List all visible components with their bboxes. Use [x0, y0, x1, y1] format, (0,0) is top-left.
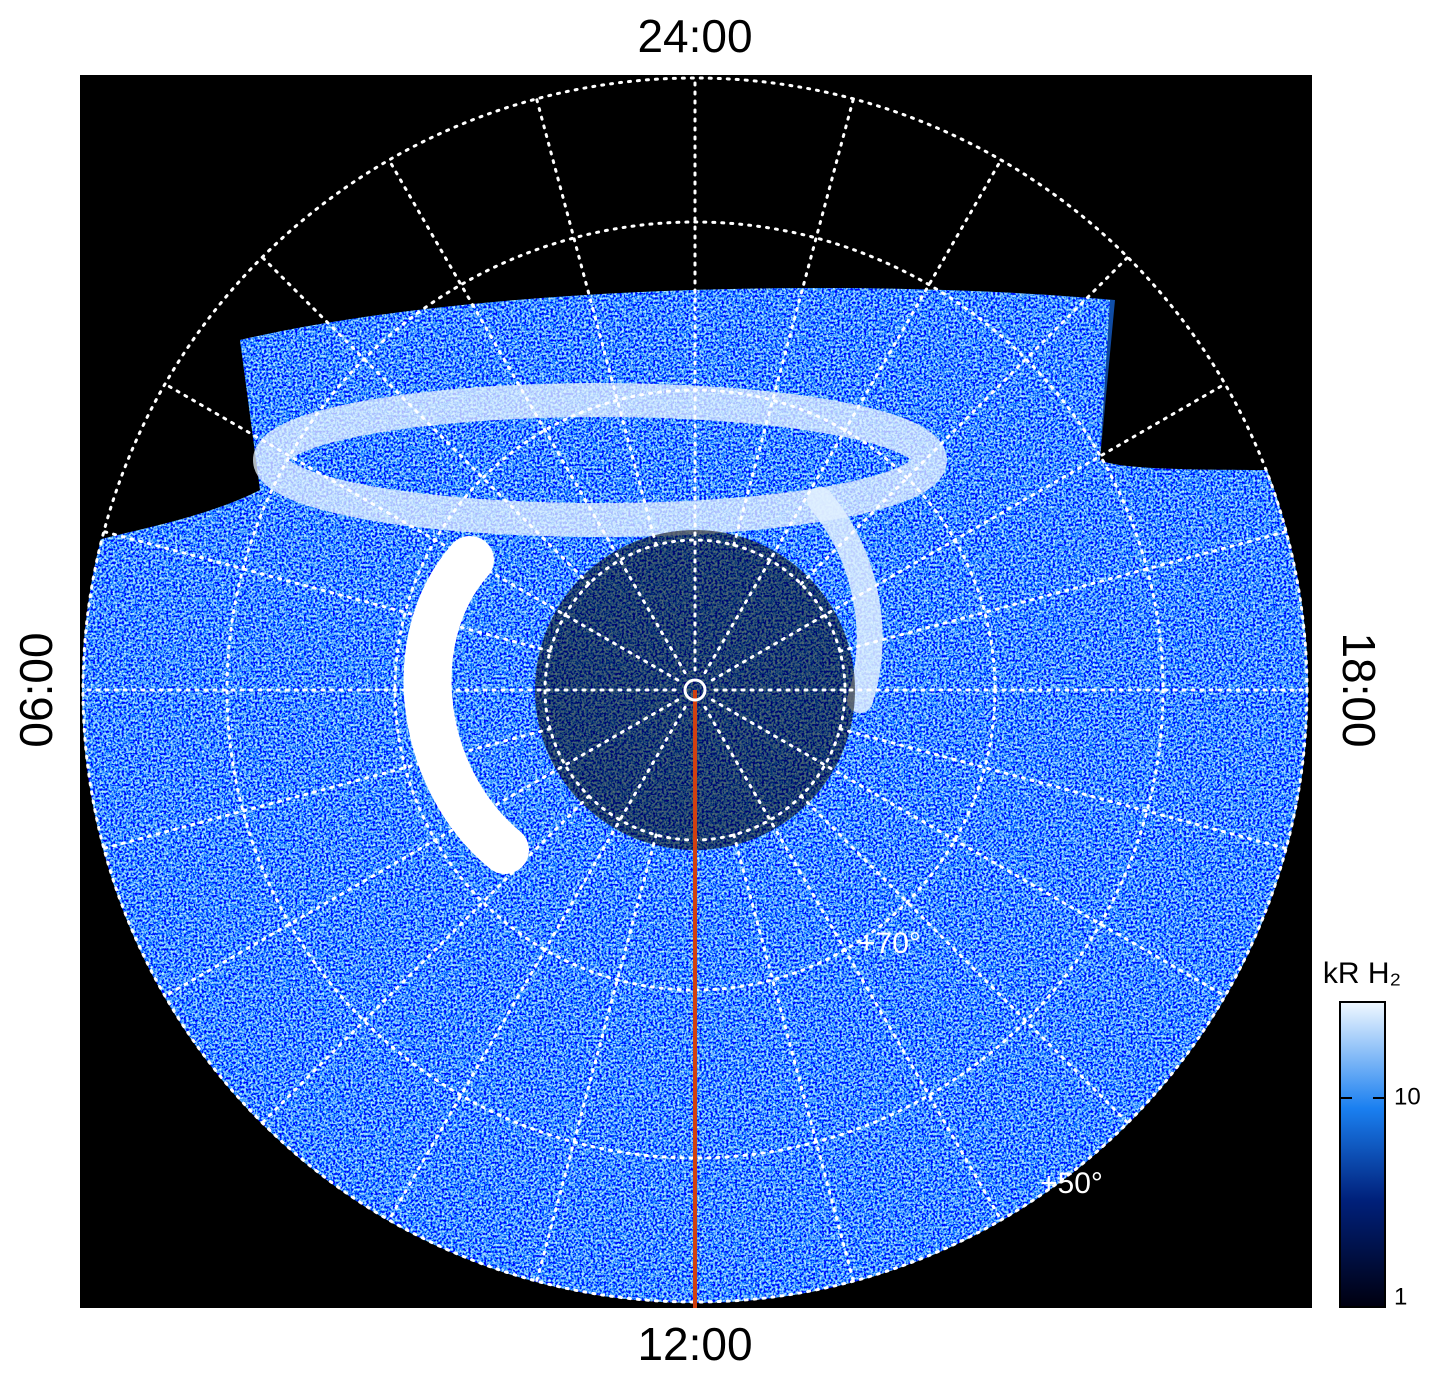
- image-panel: +70° +50°: [80, 75, 1312, 1308]
- meridian-line: [703, 158, 1003, 675]
- colorbar-tick-label: 1: [1394, 1283, 1407, 1310]
- hour-label: 18:00: [1333, 632, 1385, 747]
- latitude-label: +50°: [1040, 1167, 1103, 1200]
- colorbar: kR H₂ 10 1: [1323, 957, 1421, 1310]
- latitude-circle: [81, 76, 1309, 1304]
- hour-label: 24:00: [637, 10, 752, 62]
- dusk-arc: [807, 487, 883, 713]
- meridian-line: [163, 382, 680, 682]
- latitude-label: +70°: [858, 927, 921, 960]
- meridian-line: [387, 158, 687, 675]
- meridian-line: [387, 705, 687, 1222]
- colorbar-scale: [1339, 1001, 1386, 1308]
- dawn-arc: [403, 536, 529, 874]
- hour-label: 06:00: [10, 632, 62, 747]
- hour-label: 12:00: [637, 1318, 752, 1370]
- latitude-circle: [225, 220, 1165, 1160]
- auroral-arc: [253, 383, 947, 537]
- meridian-line: [703, 705, 1003, 1222]
- grid: [81, 76, 1309, 1304]
- colorbar-tick-label: 10: [1394, 1083, 1421, 1110]
- meridian-line: [710, 698, 1227, 998]
- pole-marker: [683, 678, 707, 702]
- meridian-line: [710, 382, 1227, 682]
- colorbar-title: kR H₂: [1323, 957, 1401, 990]
- meridian-line: [163, 698, 680, 998]
